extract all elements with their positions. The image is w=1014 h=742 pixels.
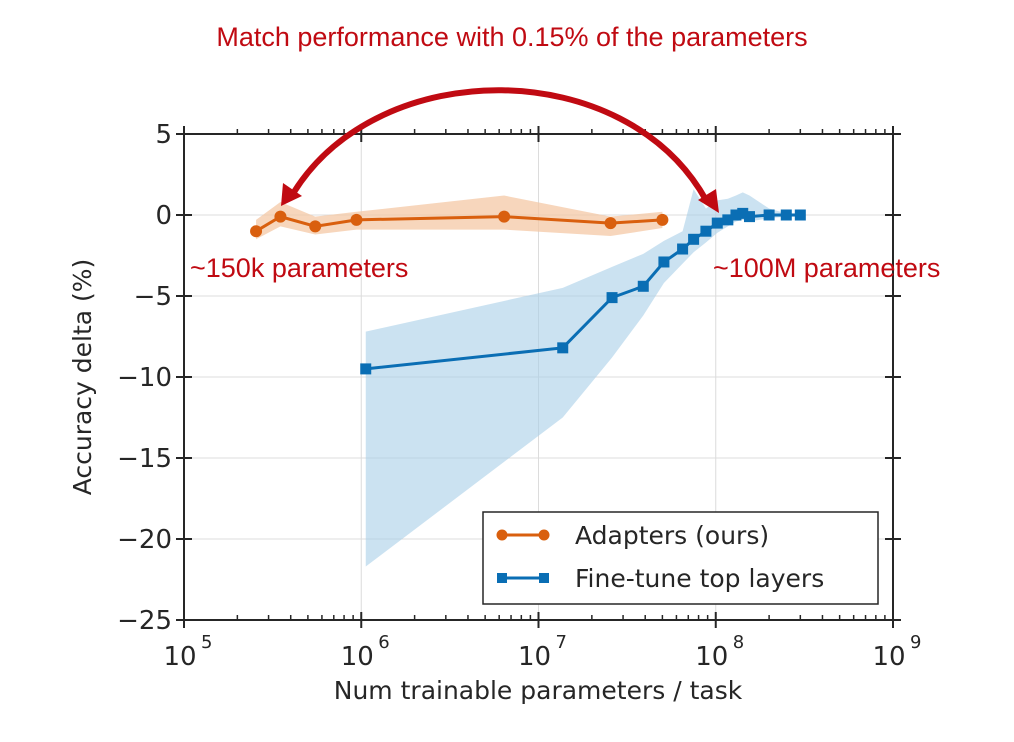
x-tick-labels: 10 5 10 6 10 7 10 8 10 9 [163, 632, 921, 672]
double-arrow-annotation [281, 87, 719, 213]
data-point-square-icon [722, 214, 734, 226]
y-tick-label: 0 [155, 201, 172, 231]
data-point-circle-icon [274, 210, 287, 223]
arc-arrow-icon [291, 87, 709, 203]
annotation-100m: ~100M parameters [713, 253, 940, 283]
y-axis-label: Accuracy delta (%) [68, 259, 97, 496]
y-tick-label: −20 [117, 525, 172, 555]
axis-ticks [176, 126, 901, 628]
y-tick-label: 5 [155, 120, 172, 150]
data-point-square-icon [780, 209, 792, 221]
data-point-square-icon [658, 256, 670, 268]
legend-finetune-marker-icon [497, 573, 507, 583]
series-lines [250, 207, 806, 375]
x-tick-exponent: 6 [378, 632, 389, 653]
data-point-circle-icon [604, 217, 617, 230]
x-axis-label: Num trainable parameters / task [334, 676, 743, 705]
data-point-square-icon [711, 217, 723, 229]
legend-item-finetune: Fine-tune top layers [497, 564, 824, 593]
legend-item-adapters: Adapters (ours) [496, 521, 769, 550]
x-tick-label: 10 [341, 642, 374, 672]
data-point-square-icon [637, 280, 649, 292]
x-tick-exponent: 8 [733, 632, 744, 653]
x-tick-exponent: 5 [201, 632, 212, 653]
data-point-circle-icon [350, 213, 363, 226]
data-point-circle-icon [656, 213, 669, 226]
data-point-square-icon [730, 209, 742, 221]
data-point-square-icon [700, 225, 712, 237]
confidence-bands [256, 189, 801, 567]
data-point-circle-icon [250, 225, 263, 238]
data-point-square-icon [743, 211, 755, 223]
data-point-square-icon [360, 363, 372, 375]
legend-adapters-marker-icon [496, 529, 508, 541]
data-point-square-icon [606, 292, 618, 304]
data-point-square-icon [763, 209, 775, 221]
arrowhead-left-icon [281, 183, 302, 206]
legend-label-finetune: Fine-tune top layers [575, 564, 824, 593]
x-tick-label: 10 [518, 642, 551, 672]
x-tick-label: 10 [695, 642, 728, 672]
data-point-square-icon [677, 243, 689, 255]
legend-adapters-marker-icon [538, 529, 550, 541]
data-point-square-icon [794, 209, 806, 221]
y-tick-label: −25 [117, 606, 172, 636]
x-tick-exponent: 9 [910, 632, 921, 653]
x-tick-exponent: 7 [556, 632, 567, 653]
y-tick-label: −5 [134, 282, 172, 312]
y-tick-label: −15 [117, 444, 172, 474]
y-tick-labels: 5 0 −5 −10 −15 −20 −25 [117, 120, 172, 636]
data-point-square-icon [557, 342, 569, 354]
data-point-circle-icon [498, 210, 511, 223]
arrowhead-right-icon [698, 189, 719, 213]
data-point-circle-icon [309, 220, 322, 233]
legend: Adapters (ours) Fine-tune top layers [482, 511, 879, 605]
legend-box [482, 511, 879, 605]
legend-finetune-marker-icon [539, 573, 549, 583]
data-point-square-icon [688, 233, 700, 245]
x-tick-label: 10 [163, 642, 196, 672]
x-tick-label: 10 [872, 642, 905, 672]
chart-headline: Match performance with 0.15% of the para… [216, 22, 807, 52]
series-line-finetune [365, 211, 801, 371]
legend-label-adapters: Adapters (ours) [575, 521, 769, 550]
band-finetune [365, 189, 801, 567]
annotation-150k: ~150k parameters [190, 253, 408, 283]
y-tick-label: −10 [117, 363, 172, 393]
data-point-square-icon [737, 207, 749, 219]
